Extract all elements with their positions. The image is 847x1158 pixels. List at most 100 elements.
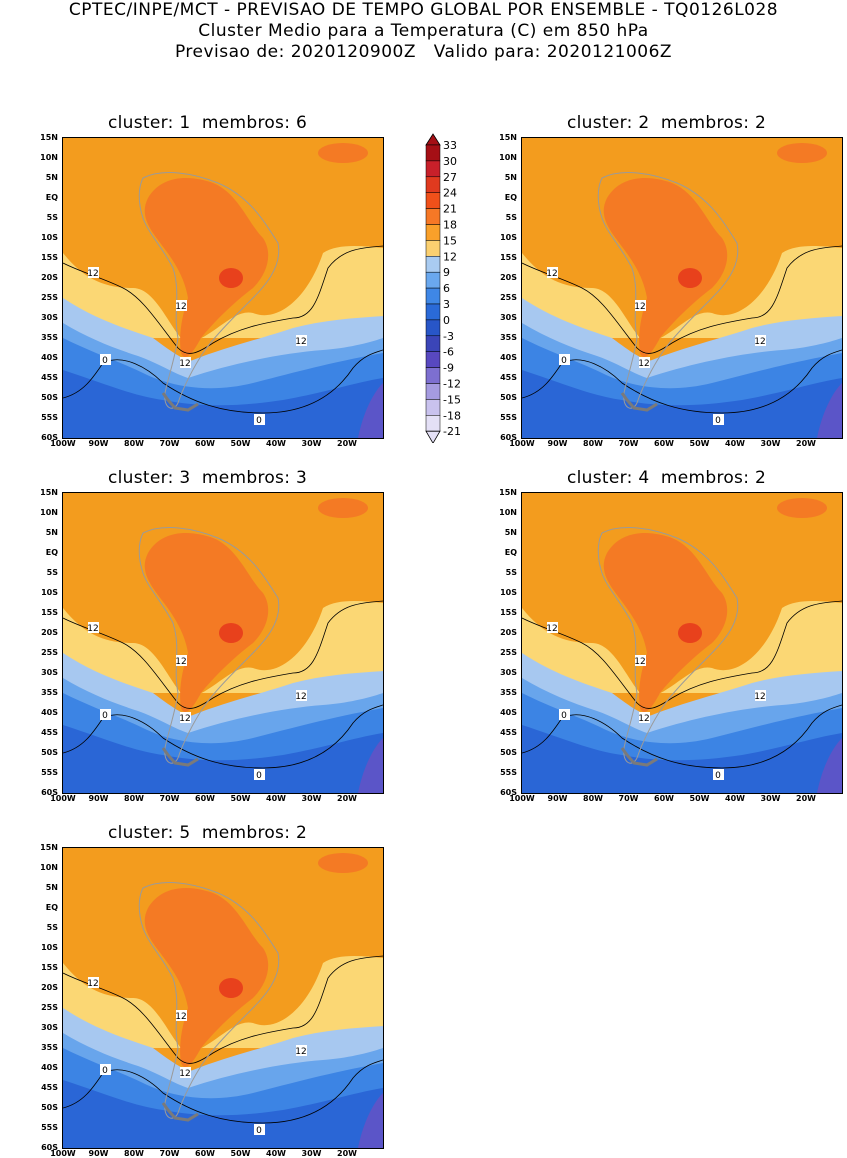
contour-label: 12	[295, 690, 307, 702]
lat-tick-label: 10N	[40, 153, 58, 162]
lat-tick-label: EQ	[45, 548, 58, 557]
lat-tick-label: 10N	[40, 508, 58, 517]
colorbar-swatch	[425, 224, 441, 241]
colorbar-label: 30	[443, 155, 457, 168]
coastline	[597, 527, 739, 764]
svg-text:12: 12	[546, 624, 557, 634]
lon-tick-label: 90W	[88, 794, 109, 803]
contour-label: 12	[179, 712, 191, 724]
lon-tick-label: 30W	[301, 794, 322, 803]
field-yellow	[522, 600, 842, 698]
contour-label: 12	[634, 300, 646, 312]
svg-text:12: 12	[179, 714, 190, 724]
lon-tick-label: 80W	[124, 439, 144, 448]
lon-tick-label: 50W	[689, 794, 710, 803]
lat-tick-label: 5N	[504, 173, 517, 182]
lat-tick-label: 60S	[41, 1143, 58, 1152]
svg-text:12: 12	[638, 714, 649, 724]
svg-text:12: 12	[179, 359, 190, 369]
lat-tick-label: 55S	[41, 1123, 58, 1132]
colorbar-label: 0	[443, 314, 450, 327]
lon-tick-label: 80W	[583, 794, 603, 803]
svg-text:0: 0	[561, 356, 567, 366]
colorbar-label: 21	[443, 203, 457, 216]
lon-tick-label: 100W	[50, 1149, 76, 1158]
lat-tick-label: 10S	[41, 943, 58, 952]
contour-12	[522, 600, 842, 709]
temperature-field: 12 12 12 12 0 0	[63, 493, 383, 793]
svg-text:12: 12	[87, 624, 98, 634]
temperature-map: 12 12 12 12 0 0	[62, 847, 384, 1149]
patagonia-islands	[161, 1102, 199, 1122]
field-blue-dark	[522, 370, 842, 438]
colorbar-swatch	[425, 415, 441, 432]
colorbar-bottom-arrow	[425, 430, 441, 444]
contour-label: 12	[179, 1067, 191, 1079]
colorbar-swatch	[425, 144, 441, 162]
lat-tick-label: 30S	[500, 313, 517, 322]
lon-tick-label: 40W	[725, 439, 745, 448]
lon-tick-label: 70W	[159, 439, 180, 448]
contour-label: 12	[638, 357, 650, 369]
lon-tick-label: 90W	[88, 439, 109, 448]
field-purple	[358, 383, 383, 438]
colorbar-swatch	[425, 287, 441, 305]
lat-tick-label: 60S	[500, 433, 517, 442]
lat-tick-label: EQ	[45, 193, 58, 202]
svg-text:0: 0	[715, 771, 721, 781]
lat-tick-label: 50S	[41, 1103, 58, 1112]
colorbar-swatch	[425, 176, 441, 193]
colorbar-label: 12	[443, 250, 457, 263]
lat-tick-label: 45S	[41, 1083, 58, 1092]
lat-tick-label: 10S	[41, 233, 58, 242]
header-title: CPTEC/INPE/MCT - PREVISAO DE TEMPO GLOBA…	[68, 0, 779, 20]
colorbar-label: -21	[443, 425, 461, 438]
colorbar-swatch	[425, 335, 441, 352]
colorbar-label: -18	[443, 409, 461, 422]
lat-tick-label: 10N	[499, 508, 517, 517]
field-yellow	[63, 245, 383, 343]
contour-label: 0	[559, 709, 570, 721]
svg-text:12: 12	[87, 269, 98, 279]
field-orange-red	[144, 888, 269, 1068]
field-orange-red	[144, 178, 269, 358]
svg-text:0: 0	[256, 1126, 262, 1136]
panel-title: cluster: 3 membros: 3	[108, 468, 308, 488]
colorbar-label: 33	[443, 139, 457, 152]
contour-label: 12	[295, 335, 307, 347]
lat-tick-label: 25S	[500, 293, 517, 302]
lat-tick-label: 10N	[40, 863, 58, 872]
lon-tick-label: 30W	[301, 439, 322, 448]
colorbar-swatch	[425, 319, 441, 337]
contour-label: 0	[713, 414, 724, 426]
lon-tick-label: 70W	[618, 439, 639, 448]
lat-tick-label: 15S	[41, 608, 58, 617]
field-orange-red-nw	[318, 143, 368, 163]
lon-tick-label: 80W	[124, 1149, 144, 1158]
contour-label: 12	[175, 1010, 187, 1022]
panel-title: cluster: 1 membros: 6	[108, 113, 308, 133]
lat-tick-label: 20S	[41, 273, 58, 282]
lat-tick-label: 30S	[41, 668, 58, 677]
lat-tick-label: EQ	[45, 903, 58, 912]
lon-tick-label: 70W	[159, 794, 180, 803]
lat-tick-label: 50S	[41, 393, 58, 402]
lon-tick-label: 100W	[509, 794, 535, 803]
contour-label: 12	[634, 655, 646, 667]
field-blue-dark	[63, 1080, 383, 1148]
field-orange-red-nw	[777, 498, 827, 518]
field-blue-dark	[63, 725, 383, 793]
field-orange-red	[603, 533, 728, 713]
colorbar-swatch	[425, 383, 441, 400]
field-purple	[817, 383, 842, 438]
lon-tick-label: 90W	[88, 1149, 109, 1158]
lat-tick-label: 60S	[41, 433, 58, 442]
lat-tick-label: 55S	[41, 768, 58, 777]
lat-tick-label: 20S	[500, 628, 517, 637]
colorbar-label: 18	[443, 219, 457, 232]
field-yellow	[63, 955, 383, 1053]
lat-tick-label: 15N	[499, 488, 517, 497]
lon-tick-label: 60W	[195, 1149, 215, 1158]
contour-12	[63, 245, 383, 354]
lat-tick-label: 50S	[500, 748, 517, 757]
